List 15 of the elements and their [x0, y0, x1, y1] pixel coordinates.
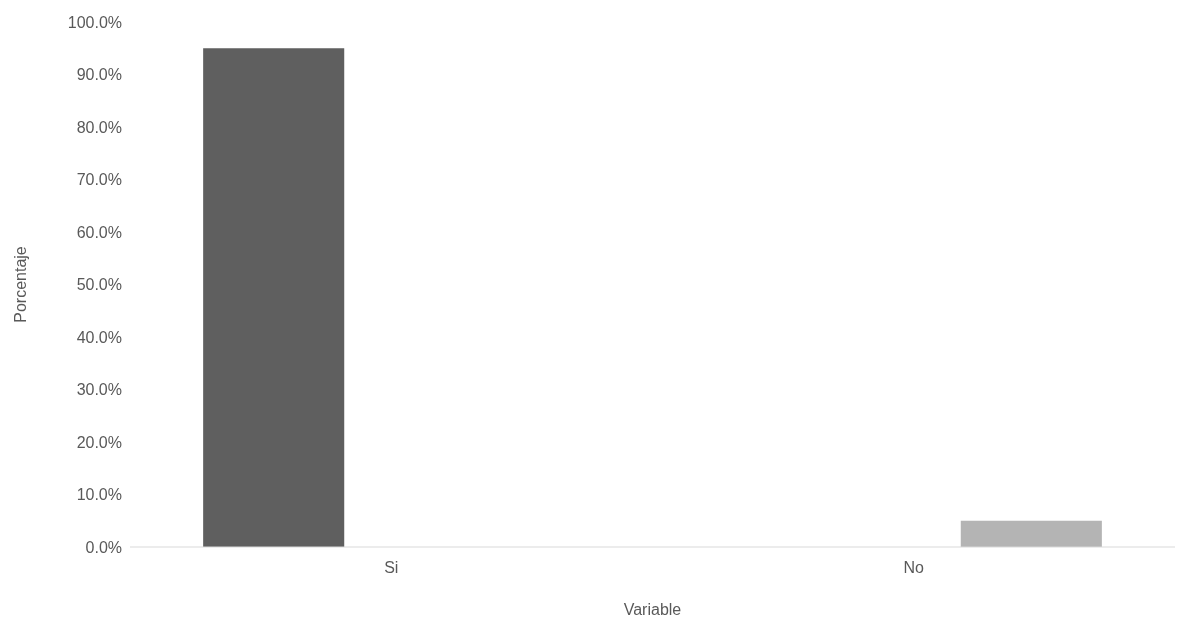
x-axis-title: Variable [623, 601, 682, 618]
y-tick-label: 20.0% [76, 433, 122, 451]
y-axis-title: Porcentaje [12, 246, 29, 323]
y-tick-label: 90.0% [76, 66, 122, 84]
y-tick-label: 30.0% [76, 381, 122, 399]
y-tick-label: 70.0% [76, 171, 122, 189]
y-tick-label: 60.0% [76, 223, 122, 241]
y-tick-label: 100.0% [67, 13, 122, 31]
x-tick-label: No [903, 559, 925, 576]
y-tick-label: 40.0% [76, 328, 122, 346]
y-tick-label: 80.0% [76, 118, 122, 136]
y-tick-label: 10.0% [76, 486, 122, 504]
y-tick-label: 50.0% [76, 276, 122, 294]
y-tick-label: 0.0% [85, 538, 122, 556]
x-tick-label: Si [384, 559, 399, 576]
